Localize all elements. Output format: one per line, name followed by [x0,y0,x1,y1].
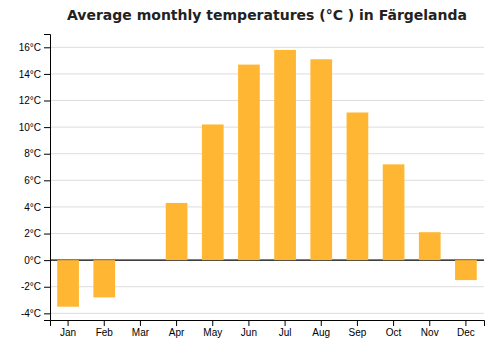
y-tick-label: 14°C [19,69,41,80]
y-tick: 16°C [19,42,50,53]
x-tick-mark [212,320,213,326]
y-tick-mark [44,313,50,314]
bar [347,112,369,260]
y-tick-mark [44,207,50,208]
x-tick-mark [393,320,394,326]
y-tick-mark [44,287,50,288]
grid [50,47,484,313]
y-axis: -4°C -2°C 0°C 2°C 4°C 6°C 8°C 10°C 12°C 14°C 16°C [19,35,51,321]
bar [57,260,79,307]
y-tick: 0°C [24,255,50,266]
y-tick: 14°C [19,69,50,80]
x-tick: Oct [386,320,402,338]
y-tick-label: 0°C [24,255,41,266]
y-tick: 2°C [24,228,50,239]
x-tick: Aug [312,320,330,338]
y-tick-label: 16°C [19,42,41,53]
plot: -4°C -2°C 0°C 2°C 4°C 6°C 8°C 10°C 12°C 14°C 16°C J… [19,35,485,339]
y-tick-label: -4°C [21,308,41,319]
y-tick: 4°C [24,202,50,213]
x-tick-label: Feb [96,327,114,338]
bar [93,260,115,297]
x-tick-mark [465,320,466,326]
x-tick: Mar [132,320,150,338]
grid-line [50,313,484,314]
bars [57,50,477,307]
grid-line [50,206,484,207]
grid-line [50,127,484,128]
y-tick-label: 2°C [24,228,41,239]
bar [419,232,441,260]
x-tick: Jan [60,320,76,338]
y-tick-label: -2°C [21,281,41,292]
bar [383,164,405,260]
x-tick-label: Dec [457,327,475,338]
y-tick: -2°C [21,281,50,292]
y-tick: 10°C [19,122,50,133]
x-axis: Jan Feb Mar Apr May Jun Jul Aug Sep Oct Nov Dec [51,320,485,338]
y-tick-label: 12°C [19,95,41,106]
y-tick: -4°C [21,308,50,319]
x-tick: Dec [457,320,475,338]
x-tick-mark [104,320,105,326]
bar [202,124,224,260]
bar [274,50,296,260]
x-tick: Jun [241,320,257,338]
x-tick-label: Oct [386,327,402,338]
grid-line [50,47,484,48]
x-tick-mark [68,320,69,326]
y-tick: 12°C [19,95,50,106]
x-tick: Sep [349,320,367,338]
grid-line [50,73,484,74]
y-tick-mark [44,180,50,181]
x-tick-label: Mar [132,327,150,338]
title: Average monthly temperatures (°C ) in Fä… [67,7,467,23]
x-tick: Nov [421,320,439,338]
y-tick-label: 8°C [24,148,41,159]
grid-line [50,100,484,101]
x-tick-mark [357,320,358,326]
x-tick-mark [285,320,286,326]
bar [455,260,477,280]
x-tick-label: Sep [349,327,367,338]
x-tick-mark [140,320,141,326]
y-axis-line [44,35,51,321]
y-tick-mark [44,101,50,102]
x-tick: May [203,320,222,338]
y-tick: 6°C [24,175,50,186]
x-tick-mark [429,320,430,326]
bar [310,59,332,260]
x-tick: Apr [169,320,185,338]
y-tick-mark [44,260,50,261]
x-tick-label: Aug [312,327,330,338]
x-tick-label: Jun [241,327,257,338]
y-tick-label: 10°C [19,122,41,133]
y-tick-mark [44,127,50,128]
x-tick-mark [321,320,322,326]
x-tick-label: Nov [421,327,439,338]
x-tick-label: Jan [60,327,76,338]
bar [166,203,188,260]
x-tick: Jul [279,320,292,338]
y-tick-mark [44,74,50,75]
x-tick-label: Apr [169,327,185,338]
y-tick-label: 4°C [24,202,41,213]
x-axis-line [51,321,485,327]
y-tick-mark [44,234,50,235]
grid-line [50,153,484,154]
y-tick-label: 6°C [24,175,41,186]
x-tick-label: May [203,327,222,338]
x-tick-label: Jul [279,327,292,338]
x-tick-mark [248,320,249,326]
bar [130,260,152,261]
y-tick-mark [44,47,50,48]
y-tick-mark [44,154,50,155]
x-tick: Feb [96,320,114,338]
grid-line [50,180,484,181]
chart: -4°C -2°C 0°C 2°C 4°C 6°C 8°C 10°C 12°C 14°C 16°C J… [0,0,500,350]
y-tick: 8°C [24,148,50,159]
x-tick-mark [176,320,177,326]
bar [238,65,260,261]
